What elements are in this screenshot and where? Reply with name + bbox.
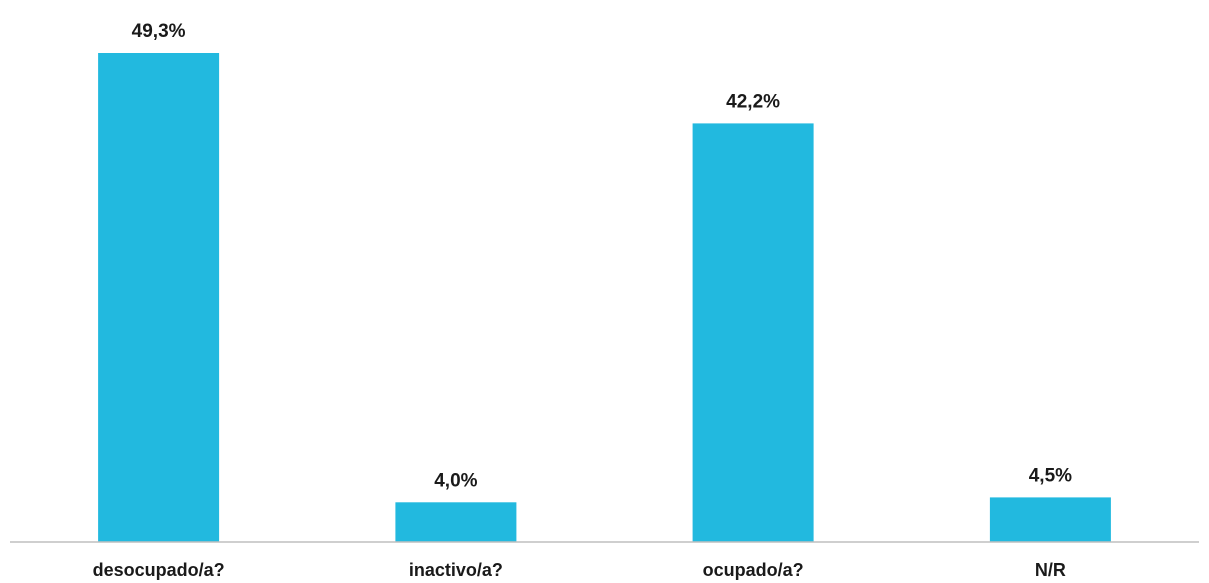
category-label-desocupado-a: desocupado/a?: [93, 560, 225, 580]
data-label-inactivo-a: 4,0%: [434, 470, 477, 491]
category-label-inactivo-a: inactivo/a?: [409, 560, 503, 580]
bar-desocupado-a: [98, 53, 220, 542]
bar-n-r: [989, 497, 1111, 542]
category-label-n-r: N/R: [1035, 560, 1066, 580]
data-labels-group: 49,3% 4,0% 42,2% 4,5%: [132, 21, 1072, 491]
data-label-desocupado-a: 49,3%: [132, 21, 186, 42]
data-label-n-r: 4,5%: [1029, 465, 1072, 486]
bar-ocupado-a: [692, 123, 814, 543]
category-label-ocupado-a: ocupado/a?: [703, 560, 804, 580]
bars-group: [98, 53, 1111, 543]
category-labels-group: desocupado/a? inactivo/a? ocupado/a? N/R: [93, 560, 1066, 580]
bar-inactivo-a: [395, 502, 517, 542]
data-label-ocupado-a: 42,2%: [726, 91, 780, 112]
